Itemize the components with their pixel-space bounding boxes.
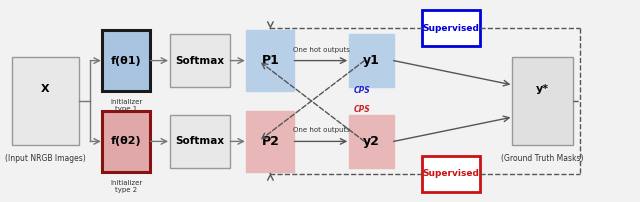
- Text: (Ground Truth Masks): (Ground Truth Masks): [501, 154, 584, 163]
- Text: P1: P1: [262, 54, 279, 67]
- FancyBboxPatch shape: [12, 57, 79, 145]
- FancyBboxPatch shape: [422, 156, 480, 192]
- FancyBboxPatch shape: [422, 10, 480, 46]
- Text: Softmax: Softmax: [175, 56, 225, 66]
- FancyBboxPatch shape: [246, 111, 294, 172]
- FancyBboxPatch shape: [102, 111, 150, 172]
- FancyBboxPatch shape: [512, 57, 573, 145]
- FancyBboxPatch shape: [102, 30, 150, 91]
- FancyBboxPatch shape: [170, 115, 230, 168]
- Text: CPS: CPS: [354, 86, 371, 95]
- Text: Softmax: Softmax: [175, 136, 225, 146]
- Text: Supervised: Supervised: [423, 24, 479, 33]
- Text: f(θ2): f(θ2): [111, 136, 141, 146]
- FancyBboxPatch shape: [349, 115, 394, 168]
- Text: X: X: [41, 84, 49, 94]
- FancyBboxPatch shape: [349, 34, 394, 87]
- Text: Initializer
type 1: Initializer type 1: [110, 99, 143, 113]
- Text: (Input NRGB Images): (Input NRGB Images): [4, 154, 86, 163]
- Text: f(θ1): f(θ1): [111, 56, 141, 66]
- Text: y*: y*: [536, 84, 549, 94]
- Text: One hot outputs: One hot outputs: [293, 46, 350, 53]
- Text: Supervised: Supervised: [423, 169, 479, 178]
- FancyBboxPatch shape: [170, 34, 230, 87]
- Text: One hot outputs: One hot outputs: [293, 127, 350, 133]
- Text: y1: y1: [363, 54, 380, 67]
- Text: P2: P2: [262, 135, 279, 148]
- Text: CPS: CPS: [354, 105, 371, 114]
- Text: Initializer
type 2: Initializer type 2: [110, 180, 143, 193]
- FancyBboxPatch shape: [246, 30, 294, 91]
- Text: y2: y2: [363, 135, 380, 148]
